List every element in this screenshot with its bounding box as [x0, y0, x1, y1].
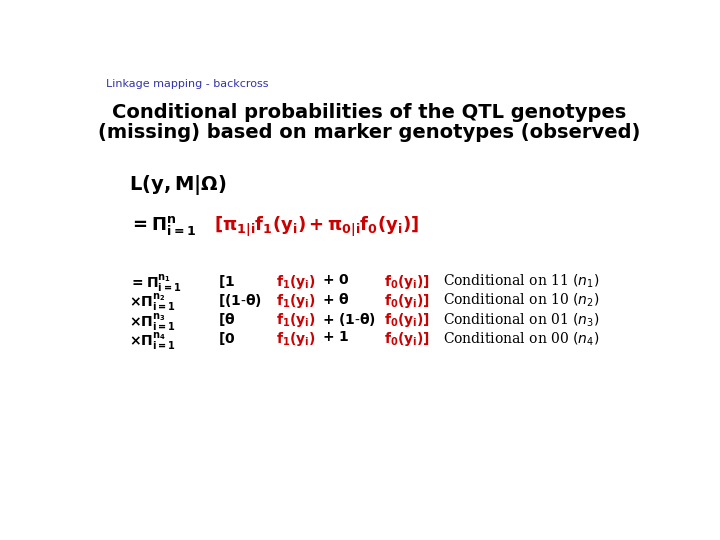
- Text: $\mathbf{[1}$: $\mathbf{[1}$: [218, 273, 235, 289]
- Text: $\mathbf{\times \Pi_{i=1}^{n_3}}$: $\mathbf{\times \Pi_{i=1}^{n_3}}$: [129, 311, 176, 333]
- Text: Linkage mapping - backcross: Linkage mapping - backcross: [106, 79, 268, 89]
- Text: (missing) based on marker genotypes (observed): (missing) based on marker genotypes (obs…: [98, 123, 640, 141]
- Text: $\mathbf{\times \Pi_{i=1}^{n_2}}$: $\mathbf{\times \Pi_{i=1}^{n_2}}$: [129, 292, 176, 313]
- Text: $\mathbf{L(y,M|\Omega)}$: $\mathbf{L(y,M|\Omega)}$: [129, 173, 226, 197]
- Text: $\mathbf{[\theta}$: $\mathbf{[\theta}$: [218, 311, 235, 328]
- Text: $\mathbf{f_1(y_i)}$: $\mathbf{f_1(y_i)}$: [276, 311, 315, 329]
- Text: Conditional on 11 $(n_1)$: Conditional on 11 $(n_1)$: [443, 273, 599, 290]
- Text: $\mathbf{f_0(y_i)]}$: $\mathbf{f_0(y_i)]}$: [384, 330, 431, 348]
- Text: $\mathbf{f_0(y_i)]}$: $\mathbf{f_0(y_i)]}$: [384, 311, 431, 329]
- Text: Conditional probabilities of the QTL genotypes: Conditional probabilities of the QTL gen…: [112, 103, 626, 122]
- Text: $\mathbf{f_1(y_i)}$: $\mathbf{f_1(y_i)}$: [276, 292, 315, 310]
- Text: $\mathbf{= \Pi_{i=1}^{n_1}}$: $\mathbf{= \Pi_{i=1}^{n_1}}$: [129, 273, 181, 294]
- Text: $\mathbf{+\ \theta}$: $\mathbf{+\ \theta}$: [323, 292, 350, 307]
- Text: $\mathbf{\times \Pi_{i=1}^{n_4}}$: $\mathbf{\times \Pi_{i=1}^{n_4}}$: [129, 330, 176, 352]
- Text: $\mathbf{f_0(y_i)]}$: $\mathbf{f_0(y_i)]}$: [384, 292, 431, 310]
- Text: $\mathbf{f_0(y_i)]}$: $\mathbf{f_0(y_i)]}$: [384, 273, 431, 291]
- Text: Conditional on 10 $(n_2)$: Conditional on 10 $(n_2)$: [443, 292, 599, 309]
- Text: Conditional on 00 $(n_4)$: Conditional on 00 $(n_4)$: [443, 330, 599, 348]
- Text: $\mathbf{[0}$: $\mathbf{[0}$: [218, 330, 235, 347]
- Text: $\mathbf{+\ 1}$: $\mathbf{+\ 1}$: [323, 330, 349, 345]
- Text: Conditional on 01 $(n_3)$: Conditional on 01 $(n_3)$: [443, 311, 599, 329]
- Text: $\mathbf{+\ 0}$: $\mathbf{+\ 0}$: [323, 273, 350, 287]
- Text: $\mathbf{= \Pi_{i=1}^{n}}$: $\mathbf{= \Pi_{i=1}^{n}}$: [129, 215, 196, 238]
- Text: $\mathbf{[(1\text{-}\theta)}$: $\mathbf{[(1\text{-}\theta)}$: [218, 292, 262, 309]
- Text: $\mathbf{f_1(y_i)}$: $\mathbf{f_1(y_i)}$: [276, 273, 315, 291]
- Text: $\mathbf{[\pi_{1|i}f_1(y_i) + \pi_{0|i}f_0(y_i)]}$: $\mathbf{[\pi_{1|i}f_1(y_i) + \pi_{0|i}f…: [214, 215, 419, 239]
- Text: $\mathbf{+\ (1\text{-}\theta)}$: $\mathbf{+\ (1\text{-}\theta)}$: [323, 311, 377, 328]
- Text: $\mathbf{f_1(y_i)}$: $\mathbf{f_1(y_i)}$: [276, 330, 315, 348]
